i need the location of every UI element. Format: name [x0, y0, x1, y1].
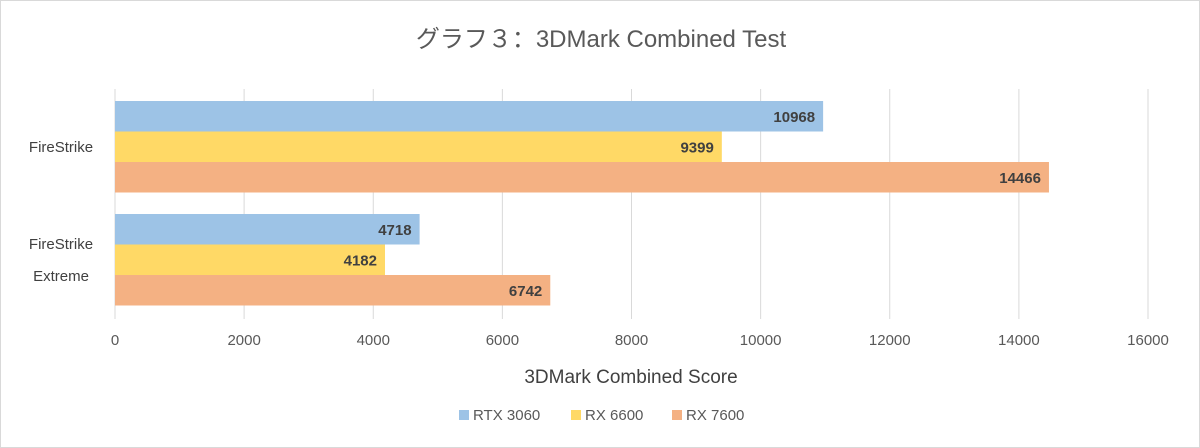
legend: RTX 3060 RX 6600 RX 7600 [459, 407, 744, 424]
x-tick-label: 12000 [869, 332, 911, 349]
data-label: 10968 [773, 109, 815, 126]
x-tick-label: 0 [111, 332, 119, 349]
legend-label: RX 7600 [686, 407, 744, 424]
x-tick-label: 8000 [615, 332, 648, 349]
y-axis-categories: FireStrike FireStrike Extreme [29, 139, 93, 285]
data-label: 6742 [509, 283, 542, 300]
legend-label: RX 6600 [585, 407, 643, 424]
x-tick-label: 14000 [998, 332, 1040, 349]
x-axis-title: 3DMark Combined Score [524, 367, 737, 388]
legend-swatch [672, 410, 682, 420]
bar [115, 101, 824, 132]
legend-label: RTX 3060 [473, 407, 540, 424]
x-tick-label: 4000 [357, 332, 390, 349]
x-axis-ticks: 0 2000 4000 6000 8000 10000 12000 14000 16000 [111, 332, 1169, 349]
data-label: 4182 [344, 252, 377, 269]
category-label: FireStrike [29, 236, 93, 253]
category-label: Extreme [33, 268, 89, 285]
bar [115, 162, 1049, 193]
x-tick-label: 10000 [740, 332, 782, 349]
legend-swatch [459, 410, 469, 420]
category-label: FireStrike [29, 139, 93, 156]
bar [115, 214, 420, 245]
x-tick-label: 2000 [227, 332, 260, 349]
x-tick-label: 16000 [1127, 332, 1169, 349]
bar [115, 131, 722, 162]
data-labels: 10968 4718 9399 4182 14466 6742 [344, 109, 1041, 300]
bar [115, 275, 551, 306]
legend-swatch [571, 410, 581, 420]
bars [115, 101, 1049, 306]
chart-title: グラフ３：3DMark Combined Test [416, 26, 787, 53]
data-label: 4718 [378, 222, 411, 239]
x-tick-label: 6000 [486, 332, 519, 349]
bar [115, 244, 386, 275]
data-label: 9399 [680, 139, 713, 156]
data-label: 14466 [999, 170, 1041, 187]
